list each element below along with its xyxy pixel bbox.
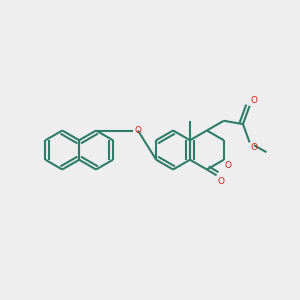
Text: O: O <box>225 161 232 170</box>
Text: O: O <box>218 177 224 186</box>
Text: O: O <box>250 96 257 105</box>
Text: O: O <box>250 143 257 152</box>
Text: O: O <box>134 126 141 135</box>
